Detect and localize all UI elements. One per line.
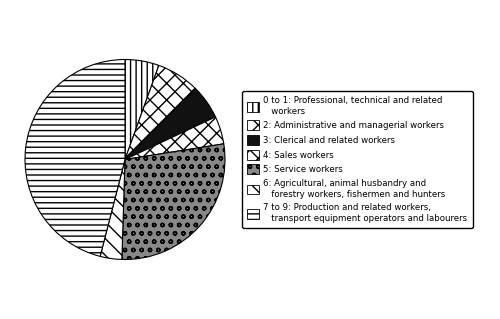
Wedge shape	[122, 144, 225, 259]
Wedge shape	[100, 160, 125, 259]
Wedge shape	[125, 89, 216, 160]
Wedge shape	[125, 60, 159, 160]
Legend: 0 to 1: Professional, technical and related
   workers, 2: Administrative and ma: 0 to 1: Professional, technical and rela…	[242, 91, 472, 228]
Wedge shape	[25, 60, 125, 256]
Wedge shape	[125, 117, 224, 160]
Wedge shape	[125, 65, 196, 160]
